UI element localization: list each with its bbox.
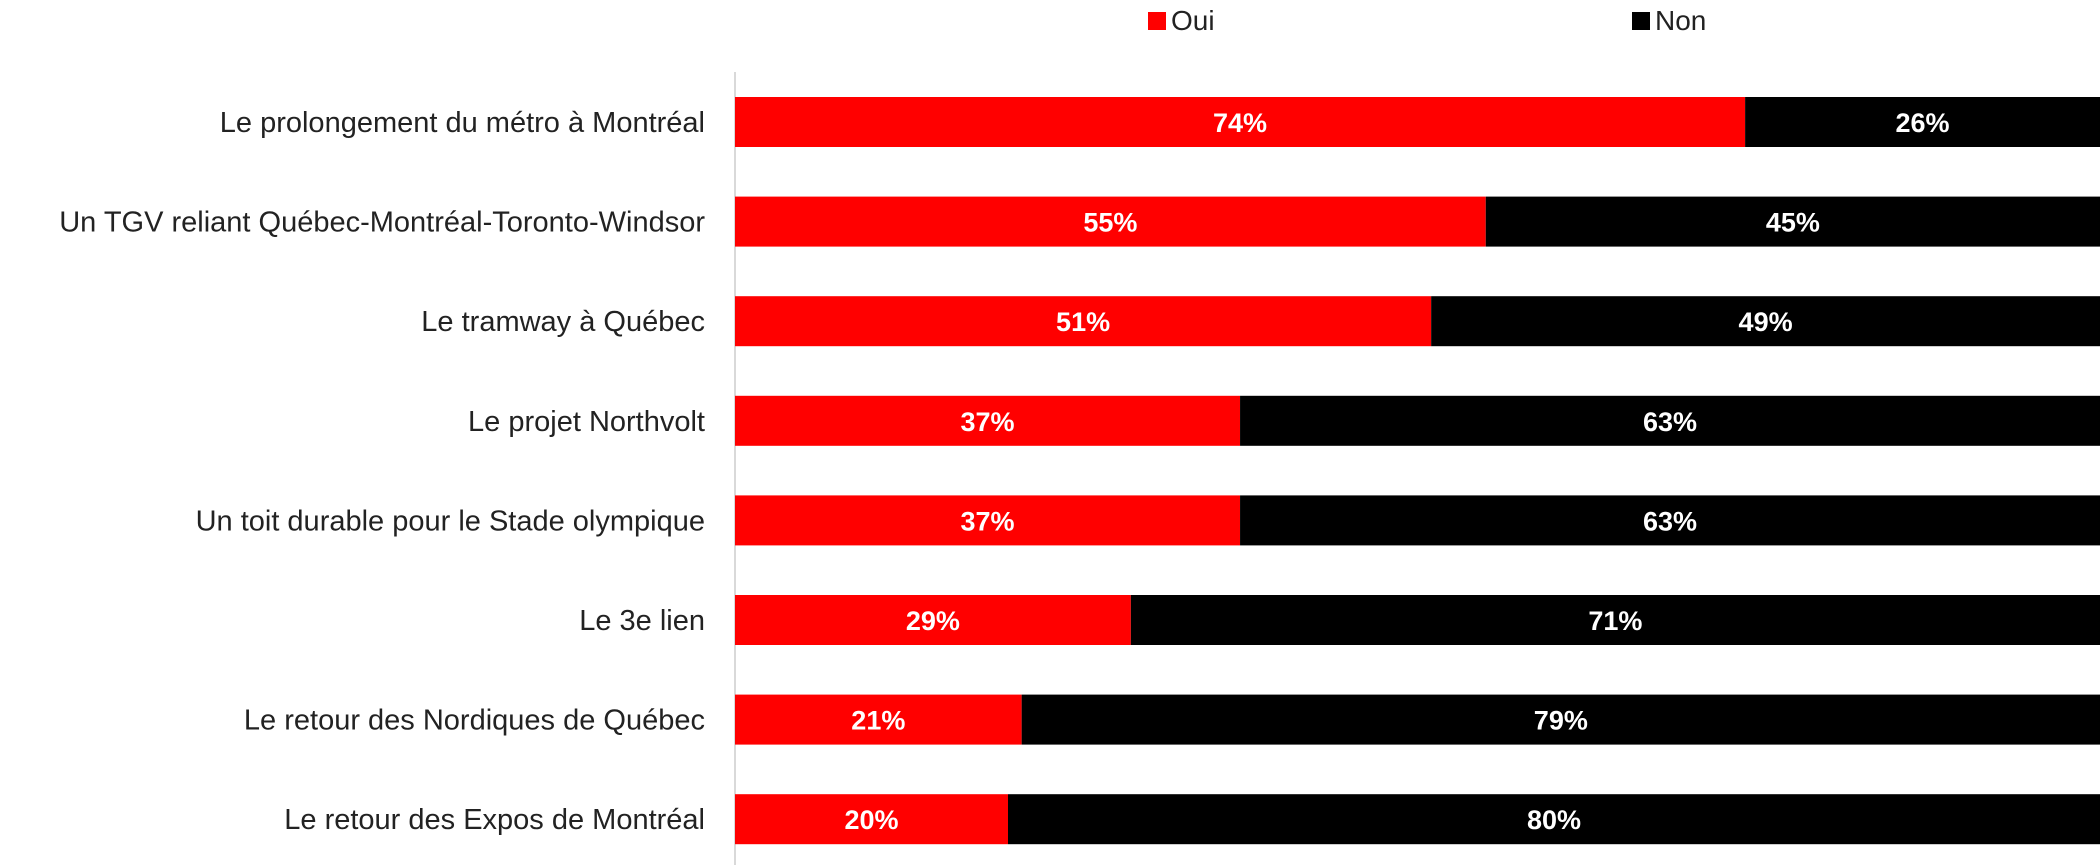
bar-segment-non xyxy=(1130,595,2100,645)
data-label-non: 80% xyxy=(1527,805,1581,835)
bar-segment-non xyxy=(1485,196,2100,247)
data-label-non: 63% xyxy=(1643,506,1697,536)
bar-segment-oui xyxy=(735,395,1241,446)
bar-row: Le retour des Nordiques de Québec 21% 79% xyxy=(244,694,2100,745)
bar-row: Le 3e lien 29% 71% xyxy=(579,595,2100,645)
bar-segment-non xyxy=(1240,395,2100,446)
bars-group: Le prolongement du métro à Montréal 74% 26… xyxy=(59,97,2100,845)
bar-row: Un toit durable pour le Stade olympique 3… xyxy=(196,495,2100,546)
bar-segment-oui xyxy=(735,595,1131,645)
data-label-non: 45% xyxy=(1766,208,1820,238)
data-label-non: 26% xyxy=(1896,108,1950,138)
data-label-oui: 21% xyxy=(851,706,905,736)
data-label-oui: 37% xyxy=(961,407,1015,437)
category-label: Le retour des Expos de Montréal xyxy=(284,804,705,836)
data-label-non: 49% xyxy=(1739,307,1793,337)
category-label: Le prolongement du métro à Montréal xyxy=(220,107,705,139)
category-label: Le tramway à Québec xyxy=(421,306,705,338)
data-label-oui: 55% xyxy=(1083,208,1137,238)
category-label: Le 3e lien xyxy=(579,605,705,637)
legend-label-non: Non xyxy=(1655,5,1706,36)
bar-row: Un TGV reliant Québec-Montréal-Toronto-W… xyxy=(59,196,2100,247)
bar-segment-oui xyxy=(735,97,1746,147)
bar-segment-non xyxy=(1021,694,2100,745)
bar-segment-non xyxy=(1008,794,2100,845)
data-label-non: 71% xyxy=(1588,606,1642,636)
category-label: Le retour des Nordiques de Québec xyxy=(244,705,705,737)
legend-swatch-non xyxy=(1632,12,1650,30)
bar-row: Le prolongement du métro à Montréal 74% 26… xyxy=(220,97,2100,147)
bar-segment-non xyxy=(1431,296,2100,347)
category-label: Un TGV reliant Québec-Montréal-Toronto-W… xyxy=(59,207,705,239)
bar-segment-oui xyxy=(735,694,1022,745)
category-label: Un toit durable pour le Stade olympique xyxy=(196,505,705,537)
data-label-non: 63% xyxy=(1643,407,1697,437)
data-label-oui: 20% xyxy=(844,805,898,835)
legend-swatch-oui xyxy=(1148,12,1166,30)
bar-segment-non xyxy=(1745,97,2100,147)
data-label-non: 79% xyxy=(1534,706,1588,736)
data-label-oui: 29% xyxy=(906,606,960,636)
bar-row: Le projet Northvolt 37% 63% xyxy=(468,395,2100,446)
legend-label-oui: Oui xyxy=(1171,5,1215,36)
category-label: Le projet Northvolt xyxy=(468,406,705,438)
data-label-oui: 74% xyxy=(1213,108,1267,138)
data-label-oui: 37% xyxy=(961,506,1015,536)
bar-row: Le tramway à Québec 51% 49% xyxy=(421,296,2100,347)
bar-segment-oui xyxy=(735,196,1486,247)
bar-segment-oui xyxy=(735,794,1008,845)
bar-segment-oui xyxy=(735,296,1432,347)
bar-segment-oui xyxy=(735,495,1241,546)
bar-row: Le retour des Expos de Montréal 20% 80% xyxy=(284,794,2100,845)
legend: Oui Non xyxy=(1148,5,1706,36)
bar-segment-non xyxy=(1240,495,2100,546)
data-label-oui: 51% xyxy=(1056,307,1110,337)
